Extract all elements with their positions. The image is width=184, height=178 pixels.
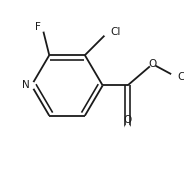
Text: O: O (148, 59, 157, 69)
Text: F: F (35, 22, 40, 32)
Circle shape (28, 82, 35, 89)
Circle shape (125, 125, 130, 131)
Text: O: O (123, 115, 132, 125)
Circle shape (150, 61, 155, 67)
Text: Cl: Cl (111, 27, 121, 37)
Circle shape (38, 22, 47, 31)
Circle shape (171, 72, 180, 81)
Text: N: N (22, 80, 30, 90)
Text: CH₃: CH₃ (177, 72, 184, 82)
Circle shape (104, 28, 112, 36)
